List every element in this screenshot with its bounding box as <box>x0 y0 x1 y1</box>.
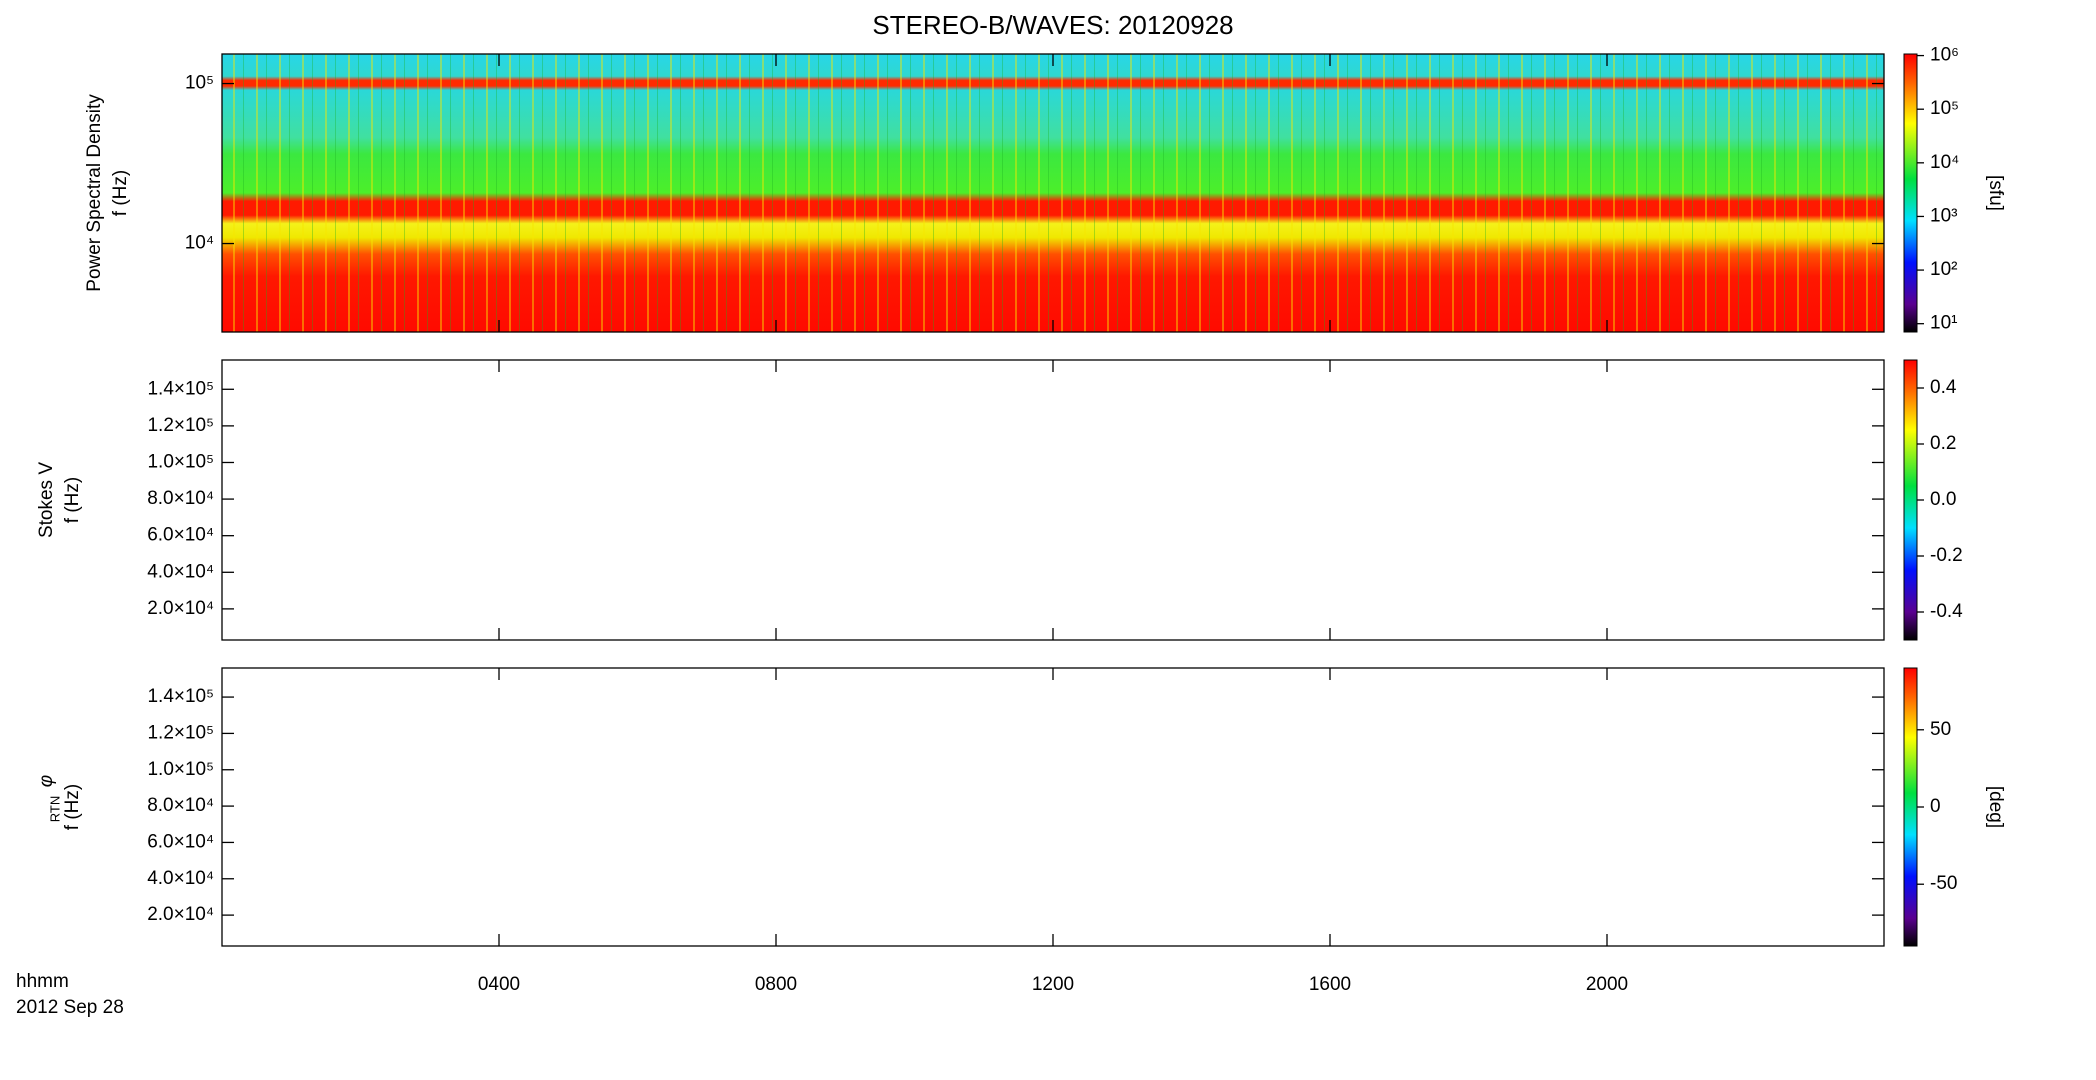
x-tick-label: 2000 <box>1586 974 1628 995</box>
y-axis-label: f (Hz) <box>62 784 83 830</box>
y-tick-label: 1.4×10⁵ <box>147 378 214 399</box>
y-tick-label: 6.0×10⁴ <box>147 831 214 852</box>
colorbar-tick-label: 10⁵ <box>1930 98 1959 119</box>
colorbar <box>1903 667 1918 947</box>
y-tick-label: 10⁵ <box>185 73 214 94</box>
y-tick-label: 2.0×10⁴ <box>147 904 214 925</box>
y-tick-label: 1.0×10⁵ <box>147 451 214 472</box>
y-axis-label: Power Spectral Density <box>84 94 105 292</box>
y-tick-label: 4.0×10⁴ <box>147 561 214 582</box>
y-tick-label: 2.0×10⁴ <box>147 598 214 619</box>
colorbar-tick-label: 10² <box>1930 259 1957 280</box>
colorbar-label: [deg] <box>1985 786 2006 828</box>
y-axis-label: f (Hz) <box>62 477 83 523</box>
colorbar-tick-label: 10⁴ <box>1930 152 1959 173</box>
y-axis-label: Stokes V <box>36 462 57 538</box>
y-tick-label: 1.2×10⁵ <box>147 722 214 743</box>
y-tick-label: 4.0×10⁴ <box>147 868 214 889</box>
date-label: 2012 Sep 28 <box>16 997 124 1018</box>
y-axis-label: f (Hz) <box>110 170 131 216</box>
y-tick-label: 1.4×10⁵ <box>147 686 214 707</box>
colorbar-tick-label: 10³ <box>1930 205 1957 226</box>
colorbar-tick-label: -0.4 <box>1930 601 1963 622</box>
colorbar-tick-label: 0.4 <box>1930 377 1957 398</box>
colorbar-tick-label: 10¹ <box>1930 313 1957 334</box>
colorbar-tick-label: 0.2 <box>1930 433 1956 454</box>
y-tick-label: 6.0×10⁴ <box>147 525 214 546</box>
colorbar-tick-label: -50 <box>1930 873 1957 894</box>
x-tick-label: 1200 <box>1032 974 1074 995</box>
x-tick-label: 1600 <box>1309 974 1351 995</box>
y-tick-label: 10⁴ <box>185 233 214 254</box>
panel-frame <box>221 359 1885 641</box>
y-tick-label: 1.2×10⁵ <box>147 415 214 436</box>
y-tick-label: 1.0×10⁵ <box>147 759 214 780</box>
y-axis-symbol-subscript: RTN <box>47 796 62 822</box>
colorbar <box>1903 359 1918 641</box>
panel-frame <box>221 667 1885 947</box>
colorbar-tick-label: 0.0 <box>1930 489 1956 510</box>
colorbar-label: [sfu] <box>1985 175 2006 211</box>
x-axis-label: hhmm <box>16 971 69 992</box>
x-tick-label: 0800 <box>755 974 797 995</box>
y-tick-label: 8.0×10⁴ <box>147 488 214 509</box>
y-axis-symbol: φ <box>36 775 57 787</box>
chart-title: STEREO-B/WAVES: 20120928 <box>872 10 1233 40</box>
colorbar <box>1903 53 1918 333</box>
x-tick-label: 0400 <box>478 974 520 995</box>
colorbar-tick-label: 10⁶ <box>1930 45 1959 66</box>
spectrogram-texture <box>222 54 1884 332</box>
colorbar-tick-label: 50 <box>1930 719 1951 740</box>
y-tick-label: 8.0×10⁴ <box>147 795 214 816</box>
colorbar-tick-label: -0.2 <box>1930 545 1963 566</box>
colorbar-tick-label: 0 <box>1930 796 1941 817</box>
